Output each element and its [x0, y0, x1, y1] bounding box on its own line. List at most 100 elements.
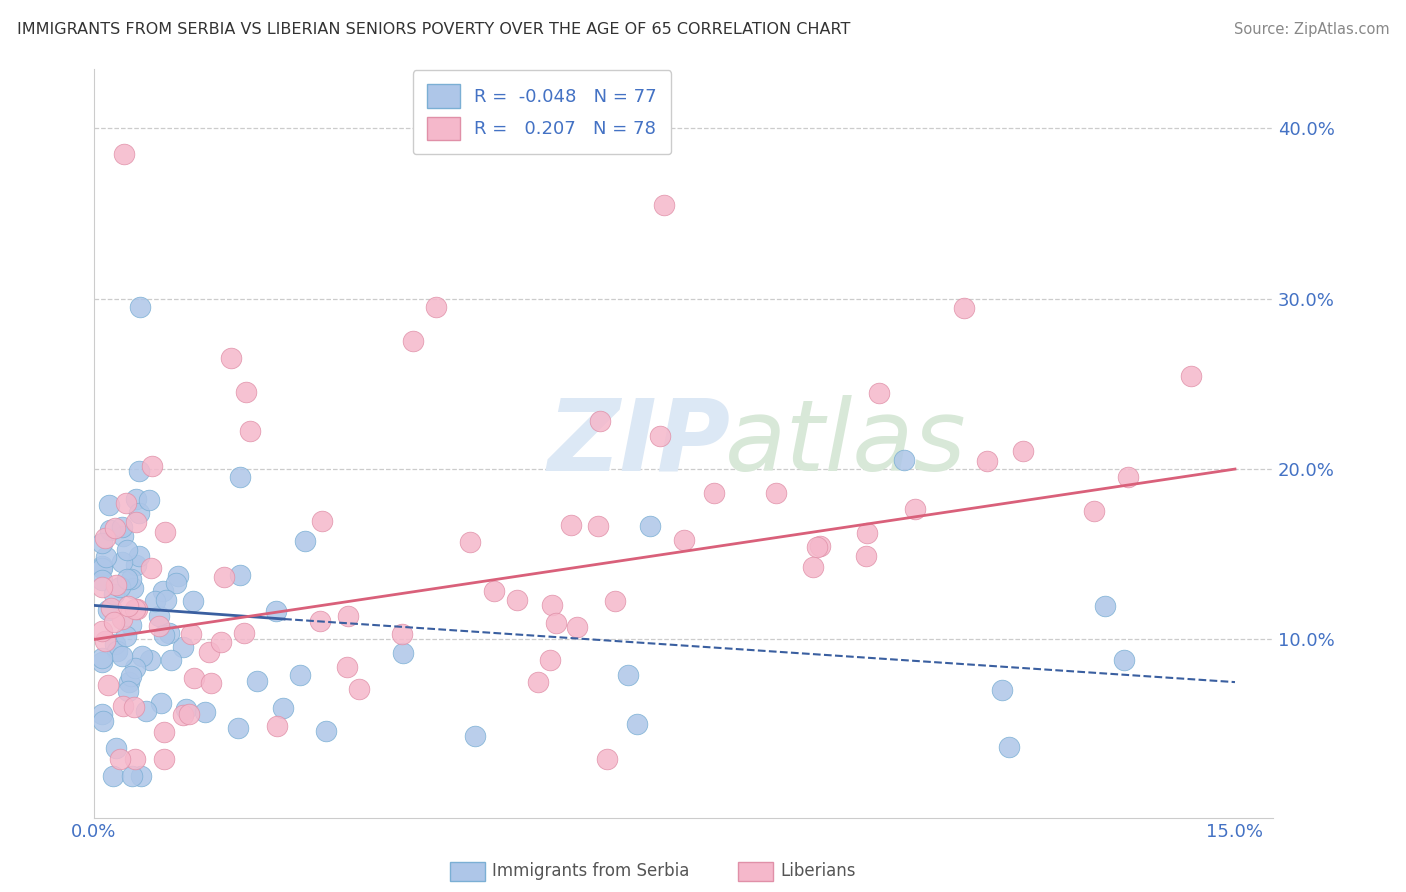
Point [952, 301, 974, 315]
Point [135, 704, 157, 718]
Point [90, 651, 112, 665]
Point [155, 593, 177, 607]
Point [90, 706, 112, 721]
Point [226, 722, 249, 736]
Point [90, 536, 112, 550]
Point [200, 676, 222, 690]
Point [991, 683, 1014, 698]
Point [150, 696, 173, 710]
Point [402, 334, 425, 349]
Text: Immigrants from Serbia: Immigrants from Serbia [492, 863, 689, 880]
Point [179, 706, 201, 721]
Point [167, 569, 190, 583]
Point [97, 678, 120, 692]
Point [309, 614, 332, 628]
Point [181, 594, 204, 608]
Point [172, 708, 194, 723]
Point [115, 496, 138, 510]
Point [110, 580, 132, 594]
Point [117, 684, 139, 698]
Text: Source: ZipAtlas.com: Source: ZipAtlas.com [1233, 22, 1389, 37]
Point [703, 485, 725, 500]
Point [125, 516, 148, 530]
Point [90, 624, 112, 639]
Point [229, 469, 252, 483]
Point [976, 454, 998, 468]
Point [1180, 369, 1202, 384]
Point [239, 424, 262, 438]
Point [1011, 443, 1033, 458]
Point [482, 583, 505, 598]
Point [288, 667, 311, 681]
Point [315, 723, 337, 738]
Point [121, 769, 143, 783]
Point [266, 604, 288, 618]
Point [765, 486, 787, 500]
Point [541, 598, 564, 612]
Point [139, 561, 162, 575]
Point [904, 501, 927, 516]
Point [112, 529, 135, 543]
Point [90, 561, 112, 575]
Point [112, 698, 135, 713]
Point [143, 594, 166, 608]
Point [801, 560, 824, 574]
Point [128, 300, 150, 314]
Point [235, 385, 257, 400]
Point [1116, 470, 1139, 484]
Point [458, 535, 481, 549]
Point [104, 521, 127, 535]
Point [311, 514, 333, 528]
Point [100, 601, 122, 615]
Point [105, 644, 128, 658]
Point [165, 575, 187, 590]
Point [589, 414, 612, 428]
Point [153, 525, 176, 540]
Point [229, 568, 252, 582]
Point [111, 612, 134, 626]
Point [131, 649, 153, 664]
Point [125, 602, 148, 616]
Point [124, 602, 146, 616]
Point [153, 752, 176, 766]
Point [464, 729, 486, 743]
Point [672, 533, 695, 547]
Point [98, 523, 121, 537]
Point [1114, 653, 1136, 667]
Point [194, 705, 217, 719]
Point [91, 714, 114, 728]
Text: Liberians: Liberians [780, 863, 856, 880]
Point [294, 534, 316, 549]
Point [120, 669, 142, 683]
Point [233, 626, 256, 640]
Point [153, 628, 176, 642]
Point [1094, 599, 1116, 613]
Point [115, 629, 138, 643]
Point [104, 578, 127, 592]
Point [111, 556, 134, 570]
Point [148, 618, 170, 632]
Point [648, 429, 671, 443]
Point [93, 532, 115, 546]
Point [544, 615, 567, 630]
Point [125, 558, 148, 572]
Point [391, 646, 413, 660]
Point [118, 675, 141, 690]
Point [120, 618, 142, 632]
Point [626, 717, 648, 731]
Point [97, 498, 120, 512]
Point [124, 661, 146, 675]
Point [117, 599, 139, 614]
Point [565, 620, 588, 634]
Point [605, 594, 627, 608]
Point [97, 603, 120, 617]
Point [560, 518, 582, 533]
Point [128, 549, 150, 563]
Point [347, 682, 370, 697]
Point [806, 540, 828, 554]
Point [209, 635, 232, 649]
Point [128, 506, 150, 520]
Point [90, 580, 112, 594]
Point [153, 725, 176, 739]
Point [172, 640, 194, 654]
